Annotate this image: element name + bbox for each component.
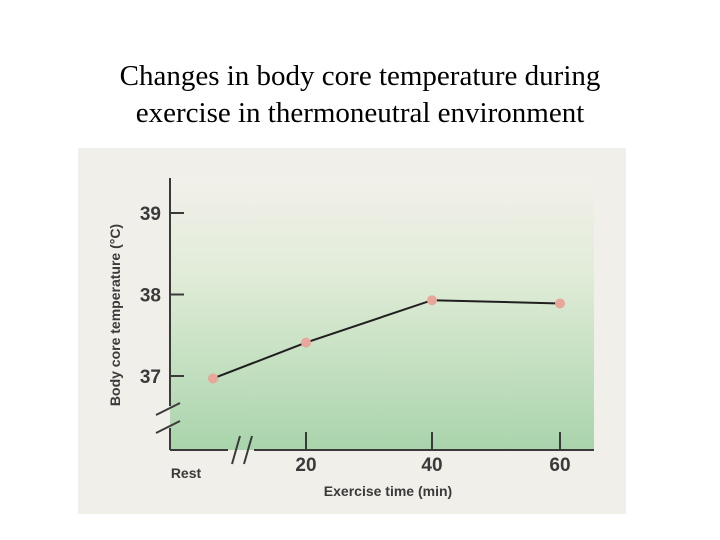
x-axis-break-mark xyxy=(231,435,241,465)
x-tick-label: 60 xyxy=(549,455,570,476)
data-point xyxy=(301,337,311,348)
data-point xyxy=(427,295,437,306)
y-tick-label: 39 xyxy=(140,204,161,225)
y-tick-label: 38 xyxy=(140,286,161,307)
x-tick-label: 20 xyxy=(295,455,316,476)
data-point xyxy=(208,373,218,384)
y-tick-label: 37 xyxy=(140,367,161,388)
temperature-chart: 37 38 39 Rest 20 40 60 Exercise time (min) Body … xyxy=(78,148,626,514)
y-axis-label: Body core temperature (°C) xyxy=(107,224,123,406)
slide-title-line-2: exercise in thermoneutral environment xyxy=(135,97,585,129)
x-axis-label: Exercise time (min) xyxy=(324,483,452,499)
series-line xyxy=(212,299,561,380)
x-tick-label: Rest xyxy=(171,465,202,481)
plot-area xyxy=(170,178,594,450)
slide-title-line-1: Changes in body core temperature during xyxy=(119,60,601,92)
data-point xyxy=(555,298,565,309)
chart-figure: 37 38 39 Rest 20 40 60 Exercise time (min) Body … xyxy=(78,148,626,514)
x-axis-break-mark xyxy=(243,435,253,465)
y-axis-break-mark xyxy=(155,402,181,416)
slide-title: Changes in body core temperature during … xyxy=(0,58,720,132)
y-axis-break-mark xyxy=(155,420,181,434)
x-tick-label: 40 xyxy=(421,455,442,476)
